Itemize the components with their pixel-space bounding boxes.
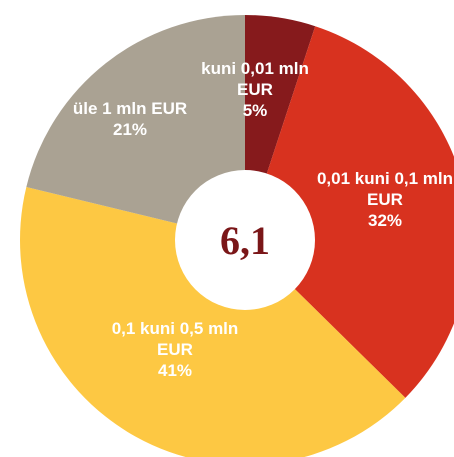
slice-label: 0,01 kuni 0,1 mln EUR 32% [310, 168, 454, 231]
category-label: 0,1 kuni 0,5 mln EUR [111, 319, 239, 359]
category-label: üle 1 mln EUR [72, 99, 188, 118]
center-label: 6,1 [220, 218, 270, 263]
value-label: 21% [112, 120, 148, 139]
value-label: 32% [367, 211, 403, 230]
donut-hole [175, 170, 315, 310]
donut-slice [20, 186, 406, 457]
donut-slice [245, 26, 454, 398]
category-label: 0,01 kuni 0,1 mln EUR [316, 169, 454, 209]
slice-label: kuni 0,01 mln EUR 5% [190, 58, 320, 121]
value-label: 41% [157, 361, 193, 380]
category-label: kuni 0,01 mln EUR [201, 59, 309, 99]
donut-slice [26, 15, 246, 240]
slice-label: 0,1 kuni 0,5 mln EUR 41% [110, 318, 240, 381]
slice-label: üle 1 mln EUR 21% [65, 98, 195, 140]
value-label: 5% [242, 101, 268, 120]
